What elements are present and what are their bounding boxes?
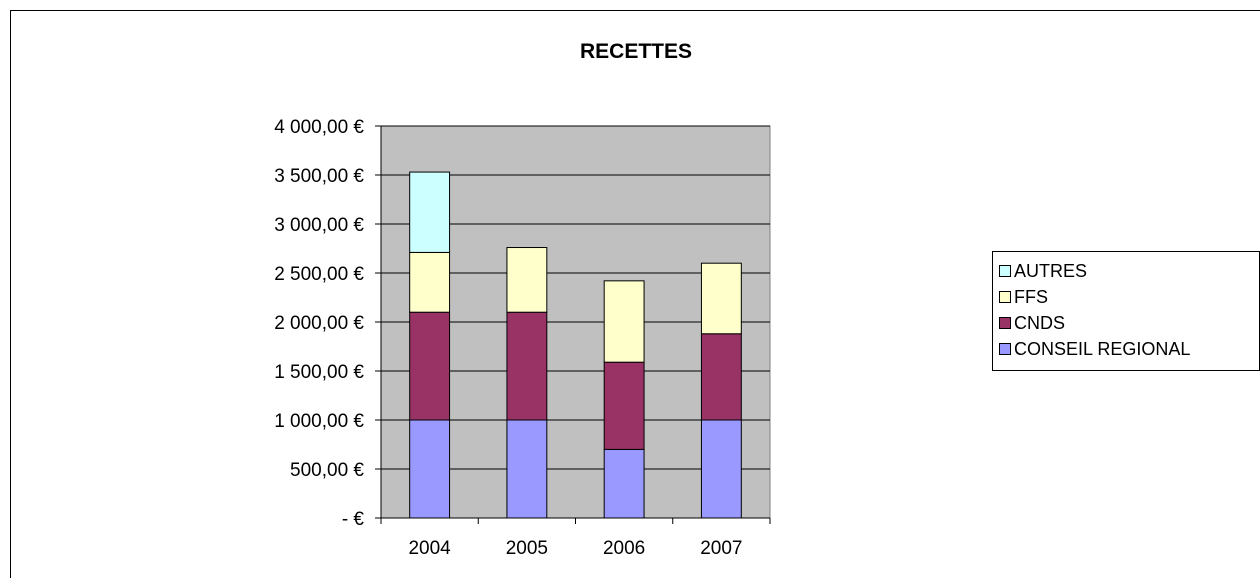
legend-label: CONSEIL REGIONAL — [1014, 338, 1191, 359]
x-tick-label: 2006 — [603, 538, 645, 559]
legend-item: AUTRES — [999, 260, 1087, 282]
legend: AUTRES FFS CNDS CONSEIL REGIONAL — [992, 251, 1260, 371]
legend-swatch — [999, 265, 1011, 277]
bar-segment — [409, 171, 451, 253]
bar-segment — [603, 280, 645, 363]
x-tick-label: 2004 — [408, 538, 451, 559]
bar-segment — [700, 262, 742, 335]
x-tick-label: 2007 — [700, 538, 742, 559]
y-tick-label: 500,00 € — [290, 460, 364, 481]
legend-item: CNDS — [999, 312, 1065, 334]
bar-segment — [409, 251, 451, 313]
legend-label: CNDS — [1014, 312, 1066, 333]
y-tick-label: 1 500,00 € — [274, 362, 364, 383]
y-tick-label: 1 000,00 € — [274, 411, 364, 432]
bar-segment — [506, 419, 548, 519]
chart-title: RECETTES — [580, 40, 692, 63]
y-tick-label: 3 500,00 € — [274, 166, 364, 187]
y-tick-label: - € — [342, 509, 365, 530]
legend-label: AUTRES — [1014, 260, 1088, 281]
bar-segment — [603, 361, 645, 450]
y-tick-label: 2 000,00 € — [274, 313, 364, 334]
y-tick-label: 4 000,00 € — [274, 117, 364, 138]
bar-segment — [506, 247, 548, 313]
plot-area: - € 500,00 € 1 000,00 € 1 500,00 € 2 000,00 … — [274, 117, 771, 559]
legend-item: FFS — [999, 286, 1048, 308]
bar-segment — [603, 448, 645, 519]
bar-segment — [700, 333, 742, 421]
x-tick-label: 2005 — [506, 538, 548, 559]
legend-swatch — [999, 343, 1011, 355]
legend-item: CONSEIL REGIONAL — [999, 338, 1190, 360]
y-tick-label: 2 500,00 € — [274, 264, 364, 285]
legend-label: FFS — [1014, 286, 1048, 307]
bar-segment — [409, 419, 451, 519]
y-tick-label: 3 000,00 € — [274, 215, 364, 236]
bar-segment — [506, 311, 548, 421]
bar-segment — [409, 311, 451, 421]
bar-segment — [700, 419, 742, 519]
legend-swatch — [999, 317, 1011, 329]
legend-swatch — [999, 291, 1011, 303]
chart-area — [10, 10, 1260, 578]
